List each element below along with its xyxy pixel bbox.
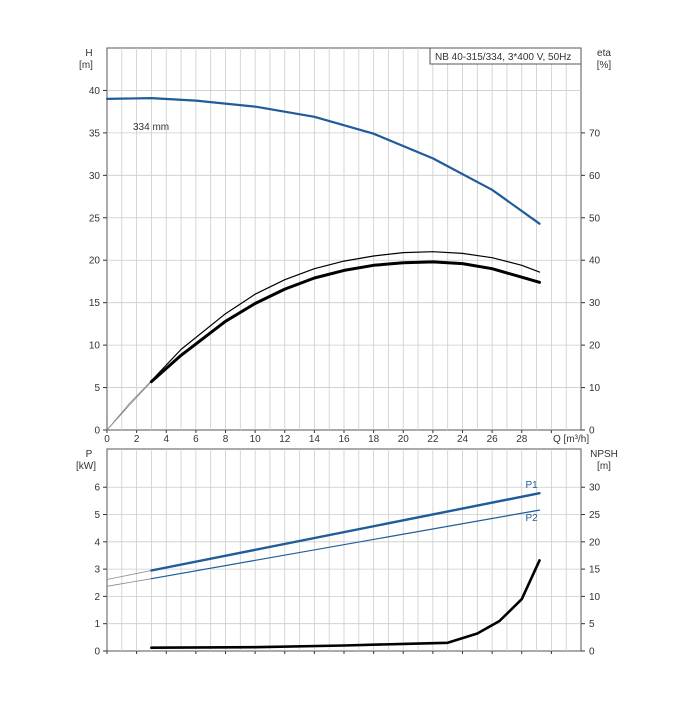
- left-axis-tick-label: 0: [94, 647, 100, 658]
- series-label-p2: P2: [526, 513, 539, 524]
- left-axis-tick-label: 40: [89, 86, 101, 97]
- x-axis-label: Q [m³/h]: [553, 434, 589, 445]
- left-axis-tick-label: 30: [89, 171, 101, 182]
- series-line-p1: [150, 492, 541, 572]
- x-axis-tick-label: 24: [457, 434, 469, 445]
- series-line-npsh-curve: [150, 559, 541, 649]
- right-axis-tick-label: 20: [589, 537, 601, 548]
- right-axis-unit: [m]: [597, 461, 611, 472]
- right-axis-tick-label: 60: [589, 171, 601, 182]
- chart-title: NB 40-315/334, 3*400 V, 50Hz: [435, 52, 571, 63]
- curve-extension: [106, 570, 152, 580]
- x-axis-tick-label: 2: [134, 434, 140, 445]
- right-axis-tick-label: 30: [589, 483, 601, 494]
- right-axis-tick-label: 0: [589, 647, 595, 658]
- right-axis-label: NPSH: [590, 449, 618, 460]
- left-axis-tick-label: 35: [89, 128, 101, 139]
- x-axis-tick-label: 18: [368, 434, 380, 445]
- chart-title-box: [429, 47, 582, 65]
- x-axis-tick-label: 10: [250, 434, 262, 445]
- left-axis-tick-label: 3: [94, 565, 100, 576]
- left-axis-tick-label: 10: [89, 341, 101, 352]
- right-axis-tick-label: 40: [589, 256, 601, 267]
- left-axis-tick-label: 15: [89, 298, 101, 309]
- right-axis-unit: [%]: [597, 60, 612, 71]
- left-axis-label: P: [86, 449, 93, 460]
- x-axis-tick-label: 16: [338, 434, 350, 445]
- x-axis-tick-label: 22: [427, 434, 439, 445]
- x-axis-tick-label: 14: [309, 434, 321, 445]
- series-line-efficiency-curve-2: [150, 251, 541, 382]
- left-axis-tick-label: 2: [94, 592, 100, 603]
- series-line-efficiency-curve-1: [149, 260, 541, 384]
- impeller-diameter-annotation: 334 mm: [133, 122, 169, 133]
- series-label-p1: P1: [526, 480, 539, 491]
- right-axis-tick-label: 30: [589, 298, 601, 309]
- x-axis-tick-label: 6: [193, 434, 199, 445]
- right-axis-tick-label: 50: [589, 213, 601, 224]
- power-npsh-panel: 0 1 2 3 4 5 6 0 5 10 15 20 25 30 P[kW] NPSH[m] P1 P2: [76, 448, 618, 658]
- left-axis-unit: [m]: [79, 60, 93, 71]
- x-axis-tick-label: 0: [104, 434, 110, 445]
- right-axis-tick-label: 70: [589, 128, 601, 139]
- curve-extension: [106, 578, 152, 587]
- left-axis-tick-label: 6: [94, 483, 100, 494]
- right-axis-tick-label: 10: [589, 592, 601, 603]
- left-axis-tick-label: 5: [94, 510, 100, 521]
- left-axis-unit: [kW]: [76, 461, 96, 472]
- series-line-p2: [150, 509, 541, 580]
- right-axis-tick-label: 25: [589, 510, 601, 521]
- x-axis-tick-label: 12: [279, 434, 291, 445]
- x-axis-tick-label: 20: [398, 434, 410, 445]
- right-axis-tick-label: 10: [589, 383, 601, 394]
- right-axis-tick-label: 20: [589, 341, 601, 352]
- right-axis-label: eta: [597, 48, 611, 59]
- right-axis-tick-label: 5: [589, 619, 595, 630]
- x-axis-tick-label: 28: [516, 434, 528, 445]
- left-axis-tick-label: 0: [94, 426, 100, 437]
- x-axis-tick-label: 8: [223, 434, 229, 445]
- x-axis-tick-label: 4: [163, 434, 169, 445]
- left-axis-tick-label: 5: [94, 383, 100, 394]
- series-line-head-curve: [105, 97, 541, 225]
- left-axis-tick-label: 4: [94, 537, 100, 548]
- left-axis-label: H: [85, 48, 92, 59]
- left-axis-tick-label: 20: [89, 256, 101, 267]
- left-axis-tick-label: 25: [89, 213, 101, 224]
- right-axis-tick-label: 15: [589, 565, 601, 576]
- curve-extension: [106, 380, 152, 431]
- x-axis-tick-label: 26: [487, 434, 499, 445]
- left-axis-tick-label: 1: [94, 619, 100, 630]
- right-axis-tick-label: 0: [589, 426, 595, 437]
